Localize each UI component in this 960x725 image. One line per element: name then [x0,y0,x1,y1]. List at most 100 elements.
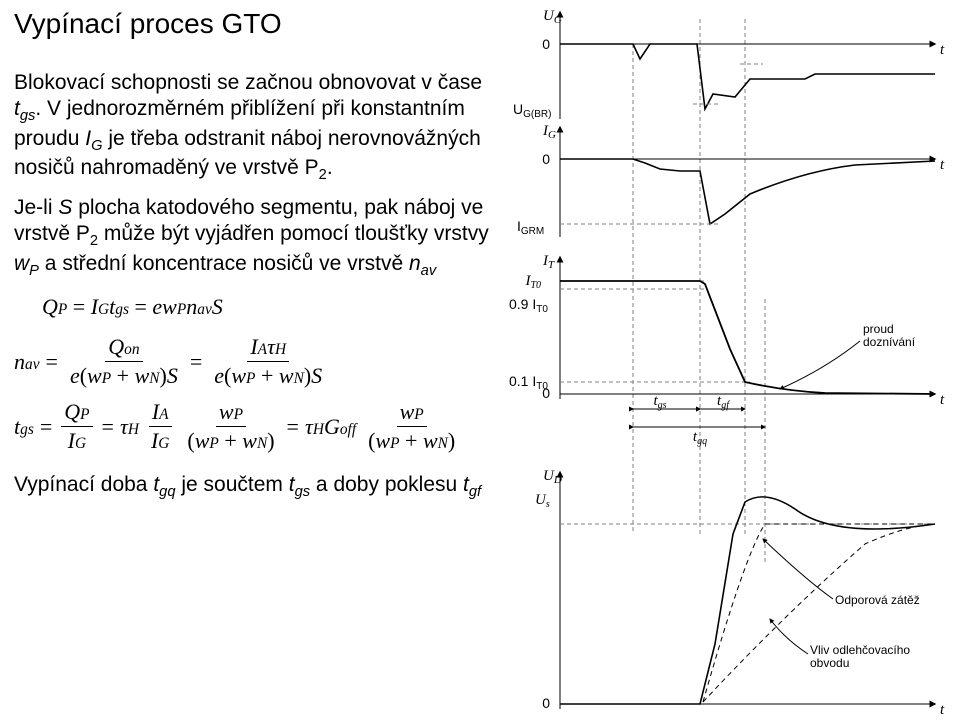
eq2-eq2: = [190,349,202,375]
page-title: Vypínací proces GTO [14,8,495,40]
eq3-wn2-sub: N [438,435,448,452]
ugbr-sub: G(BR) [523,109,551,120]
svg-text:Us: Us [535,492,550,510]
para2-text-a: Je-li [14,196,58,219]
eq2-s2: S [311,363,322,388]
eq3-wn2: w [423,428,438,453]
footer-sub: gq [159,485,175,501]
eq3-goff: G [324,414,340,439]
para1-sub2: G [91,138,102,154]
eq2-e: e [70,363,80,388]
ig-t: t [940,157,945,173]
igrm-sub: GRM [521,226,544,237]
eq3-eq2: = [102,414,114,440]
eq-tgs-sub: gs [115,301,129,318]
tgs-sub: gs [658,400,667,411]
svg-text:tgq: tgq [693,429,707,447]
eq2-wp2: w [231,363,246,388]
footer-sub3: gf [469,485,481,501]
ug-zero: 0 [542,36,550,52]
odporova-label: Odporová zátěž [835,593,920,607]
svg-text:IT: IT [542,253,555,271]
it0-sub: T0 [530,280,541,291]
ud-sub: D [553,474,562,486]
eq3-wn: w [242,428,257,453]
para2-sub3: P [29,263,39,279]
eq-eq2: = [134,294,146,319]
eq3-ig: I [68,428,75,453]
eq3-wp2-sub: P [209,435,218,452]
eq3-qp-sub: P [80,406,89,423]
svg-text:UD: UD [543,468,562,486]
footer-b: je součtem [176,473,289,496]
eq3-wn-sub: N [257,435,267,452]
eq3-tau2-sub: H [313,421,324,438]
ug-t: t [940,42,945,58]
svg-text:UG: UG [543,8,562,26]
eq2-wn2-sub: N [294,370,304,387]
eq3-ig-sub: G [75,435,86,452]
svg-text:Vliv odlehčovacíhoobvodu: Vliv odlehčovacíhoobvodu [810,643,910,670]
para1-text-d: . [327,156,333,179]
eq2-tau-sub: H [275,341,286,358]
eq3-ig2-sub: G [158,435,169,452]
para2-var3: w [14,252,29,275]
eq-nav: n [186,294,197,319]
svg-text:0.9 IT0: 0.9 IT0 [509,296,548,315]
panel-ig: IG 0 t IGRM [517,123,945,237]
eq2-s: S [167,363,178,388]
text-column: Vypínací proces GTO Blokovací schopnosti… [0,0,505,725]
eq-ig: I [91,294,98,319]
eq2-wp-sub: P [102,370,111,387]
svg-text:0.1 IT0: 0.1 IT0 [509,373,548,392]
para2-var: S [58,196,72,219]
it-sub: T [548,259,555,271]
ig-zero: 0 [542,151,550,167]
eq2-qon-sub: on [124,341,139,358]
para1-sub: gs [20,108,36,124]
svg-text:UG(BR): UG(BR) [513,101,551,120]
us-sub: s [546,499,550,510]
eq2-wn2: w [279,363,294,388]
eq2-tau: τ [267,334,275,359]
para2-text-c: může být vyjádřen pomocí tloušťky vrstvy [98,222,489,245]
ig-sub: G [548,129,556,141]
svg-text:IG: IG [542,123,556,141]
it-t: t [940,392,945,408]
ud-t: t [940,702,945,718]
para1-text-a: Blokovací schopnosti se začnou obnovovat… [14,71,482,94]
eq-eq1: = [73,294,85,319]
para1-var3: P [305,156,319,179]
para1-sub3: 2 [319,168,327,184]
eq2-ia-sub: A [258,341,267,358]
waveform-column: UG 0 t UG(BR) IG 0 t IGRM [505,0,960,725]
eq-ig-sub: G [98,301,109,318]
eq3-wp-sub: P [234,406,243,423]
eq2-nav-sub: av [25,356,40,373]
ugbr: U [513,101,523,117]
it01-sub: T0 [536,381,548,392]
eq2-eq1: = [46,349,58,375]
eq-wp-sub: P [177,301,186,318]
svg-text:tgf: tgf [717,393,730,411]
footer-a: Vypínací doba [14,473,153,496]
tgq-sub: gq [697,436,707,447]
equation-tgs: tgs = QP IG = τH IA IG wP (wP + wN) = τH… [14,399,495,454]
eq3-ia-sub: A [159,406,168,423]
it01: 0.1 I [509,373,536,389]
eq2-qon: Q [108,334,124,359]
eq2-ia: I [250,334,257,359]
eq-wp: w [162,294,177,319]
svg-text:tgs: tgs [653,393,666,411]
eq3-tgs-sub: gs [20,421,34,438]
para2-sub2: 2 [90,233,98,249]
waveform-chart: UG 0 t UG(BR) IG 0 t IGRM [505,4,955,719]
eq3-wp3: w [400,399,415,424]
ud-zero: 0 [542,695,550,711]
paragraph-1: Blokovací schopnosti se začnou obnovovat… [14,70,495,185]
footer-c: a doby poklesu [310,473,463,496]
svg-text:prouddoznívání: prouddoznívání [863,322,916,349]
svg-text:IGRM: IGRM [517,218,544,237]
equation-qp: QP = IGtgs = ewPnavS [42,294,495,320]
para2-text-d: a střední koncentrace nosičů ve vrstvě [39,252,409,275]
